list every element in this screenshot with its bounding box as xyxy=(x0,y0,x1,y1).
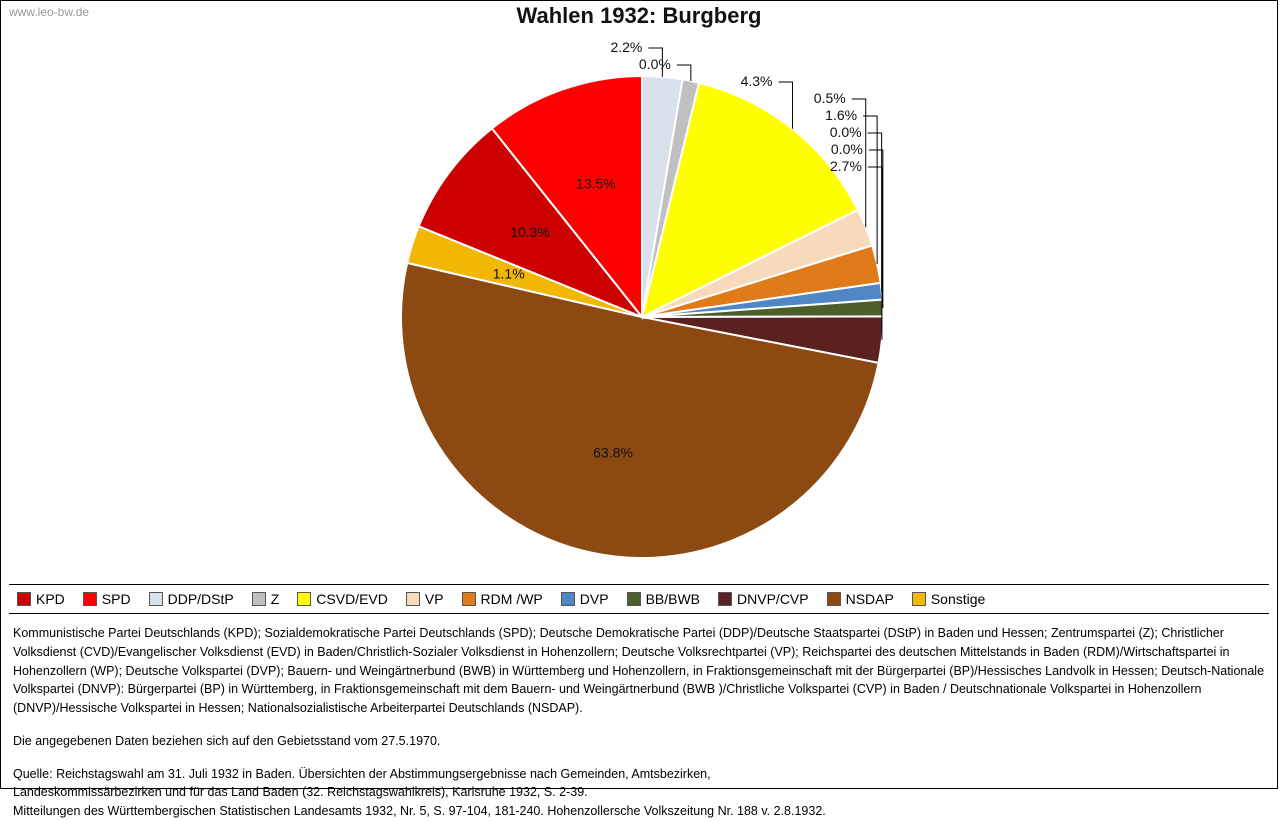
leader-label-bb-bwb: 0.0% xyxy=(831,141,863,157)
legend-label-dvp: DVP xyxy=(580,591,609,607)
legend-label-rdm--wp: RDM /WP xyxy=(481,591,543,607)
footer-stand-note: Die angegebenen Daten beziehen sich auf … xyxy=(13,732,1265,751)
leader-label-ddp-dstp: 2.2% xyxy=(610,39,642,55)
legend-swatch-dnvp-cvp xyxy=(718,592,732,606)
pie-inline-label-kpd: 10.3% xyxy=(510,224,550,240)
legend-swatch-spd xyxy=(83,592,97,606)
legend-item-vp[interactable]: VP xyxy=(406,591,444,607)
legend-item-dnvp-cvp[interactable]: DNVP/CVP xyxy=(718,591,809,607)
pie-chart-svg[interactable]: 63.8%1.1%10.3%13.5%2.2%0.0%4.3%0.5%1.6%0… xyxy=(1,29,1279,584)
pie-inline-label-spd: 13.5% xyxy=(576,176,616,192)
legend-item-ddp-dstp[interactable]: DDP/DStP xyxy=(149,591,234,607)
legend-item-nsdap[interactable]: NSDAP xyxy=(827,591,894,607)
footer-legend-explanation: Kommunistische Partei Deutschlands (KPD)… xyxy=(13,624,1265,718)
footer-sources: Quelle: Reichstagswahl am 31. Juli 1932 … xyxy=(13,765,1265,821)
legend-label-dnvp-cvp: DNVP/CVP xyxy=(737,591,809,607)
leader-label-dvp: 0.0% xyxy=(830,124,862,140)
legend-label-csvd-evd: CSVD/EVD xyxy=(316,591,388,607)
pie-inline-label-nsdap: 63.8% xyxy=(593,444,633,460)
legend-item-z[interactable]: Z xyxy=(252,591,280,607)
legend-swatch-vp xyxy=(406,592,420,606)
legend-swatch-z xyxy=(252,592,266,606)
legend-label-spd: SPD xyxy=(102,591,131,607)
legend-swatch-rdm--wp xyxy=(462,592,476,606)
pie-inline-label-sonstige: 1.1% xyxy=(493,266,525,282)
leader-label-dnvp-cvp: 2.7% xyxy=(830,158,862,174)
legend-label-nsdap: NSDAP xyxy=(846,591,894,607)
legend-item-rdm--wp[interactable]: RDM /WP xyxy=(462,591,543,607)
legend-label-vp: VP xyxy=(425,591,444,607)
footer-source-line: Mitteilungen des Württembergischen Stati… xyxy=(13,802,1265,821)
legend-swatch-bb-bwb xyxy=(627,592,641,606)
legend-swatch-csvd-evd xyxy=(297,592,311,606)
legend-swatch-sonstige xyxy=(912,592,926,606)
legend-swatch-dvp xyxy=(561,592,575,606)
leader-label-csvd-evd: 4.3% xyxy=(741,73,773,89)
legend-item-kpd[interactable]: KPD xyxy=(17,591,65,607)
legend-item-sonstige[interactable]: Sonstige xyxy=(912,591,985,607)
leader-label-rdm--wp: 1.6% xyxy=(825,107,857,123)
legend-label-kpd: KPD xyxy=(36,591,65,607)
legend-item-bb-bwb[interactable]: BB/BWB xyxy=(627,591,700,607)
pie-chart-container: 63.8% 1.1% 10.3% 13.5% 2.2% 0.0% 4.3% 0.5% 1.6% 0… xyxy=(1,29,1279,584)
leader-label-vp: 0.5% xyxy=(814,90,846,106)
footer-source-line: Landeskommissärbezirken und für das Land… xyxy=(13,783,1265,802)
chart-title: Wahlen 1932: Burgberg xyxy=(1,1,1277,29)
legend-label-bb-bwb: BB/BWB xyxy=(646,591,700,607)
legend-swatch-ddp-dstp xyxy=(149,592,163,606)
footer-source-line: Quelle: Reichstagswahl am 31. Juli 1932 … xyxy=(13,765,1265,784)
watermark-text: www.leo-bw.de xyxy=(9,5,89,19)
leader-label-z: 0.0% xyxy=(639,56,671,72)
legend-item-spd[interactable]: SPD xyxy=(83,591,131,607)
legend-swatch-kpd xyxy=(17,592,31,606)
legend-bar: KPD SPD DDP/DStP Z CSVD/EVD VP RDM /WP DVP BB/BW… xyxy=(9,584,1269,614)
legend-item-csvd-evd[interactable]: CSVD/EVD xyxy=(297,591,388,607)
legend-label-sonstige: Sonstige xyxy=(931,591,985,607)
legend-item-dvp[interactable]: DVP xyxy=(561,591,609,607)
legend-label-z: Z xyxy=(271,591,280,607)
legend-swatch-nsdap xyxy=(827,592,841,606)
legend-label-ddp-dstp: DDP/DStP xyxy=(168,591,234,607)
